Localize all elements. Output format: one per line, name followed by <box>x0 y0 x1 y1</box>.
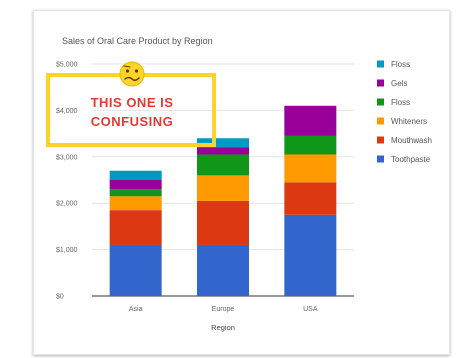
stacked-bar-chart: Sales of Oral Care Product by Region $0$… <box>46 36 432 332</box>
x-tick-label: Asia <box>129 306 143 313</box>
bar-segment <box>109 210 162 245</box>
bar-segment <box>109 170 162 180</box>
y-tick-label: $1,000 <box>56 247 78 254</box>
bar-segment <box>197 175 249 201</box>
bar-segment <box>197 138 249 148</box>
x-tick-label: Europe <box>212 306 235 313</box>
bar-segment <box>284 105 337 136</box>
y-tick-label: $0 <box>56 294 64 301</box>
bar-segment <box>197 147 249 155</box>
bar-segment <box>284 182 337 215</box>
confused-face-icon <box>119 61 145 87</box>
y-tick-label: $3,000 <box>56 154 78 161</box>
x-axis-ticks: Asia Europe USA <box>129 306 318 313</box>
legend-label: Mouthwash <box>391 136 432 145</box>
legend-label: Floss <box>391 98 410 107</box>
y-tick-label: $4,000 <box>56 108 78 115</box>
chart-card: Sales of Oral Care Product by Region $0 $… <box>33 10 450 355</box>
legend-swatch <box>377 117 384 125</box>
legend-swatch <box>377 155 384 163</box>
y-tick-label: $2,000 <box>56 201 78 208</box>
callout-line-2: CONFUSING <box>91 114 174 129</box>
callout-annotation: THIS ONE IS CONFUSING <box>46 61 216 147</box>
y-axis-ticks: $0 $1,000 $2,000 $3,000 $4,000 $5,000 <box>56 62 78 301</box>
callout-line-1: THIS ONE IS <box>91 95 174 110</box>
legend-swatch <box>377 136 384 144</box>
bar-segment <box>197 154 249 176</box>
bars <box>109 105 337 296</box>
legend-label: Gels <box>391 79 407 88</box>
y-tick-label: $5,000 <box>56 62 78 69</box>
chart-title: Sales of Oral Care Product by Region <box>62 36 213 46</box>
bar-segment <box>109 196 162 211</box>
x-tick-label: USA <box>303 306 318 313</box>
legend-label: Whiteners <box>391 117 427 126</box>
legend-swatch <box>377 98 384 106</box>
legend-swatch <box>377 60 384 68</box>
legend-label: Toothpaste <box>391 155 431 164</box>
bar-segment <box>109 180 162 190</box>
bar-segment <box>197 200 249 245</box>
legend-swatch <box>377 79 384 87</box>
bar-segment <box>197 244 249 296</box>
x-axis-title: Region <box>211 323 235 332</box>
bar-segment <box>284 154 337 183</box>
legend: Floss Gels Floss Whiteners Mouthwash Toothpas… <box>377 60 432 164</box>
bar-segment <box>109 244 162 296</box>
bar-segment <box>109 189 162 197</box>
bar-segment <box>284 214 337 296</box>
bar-segment <box>284 135 337 155</box>
legend-label: Floss <box>391 60 410 69</box>
